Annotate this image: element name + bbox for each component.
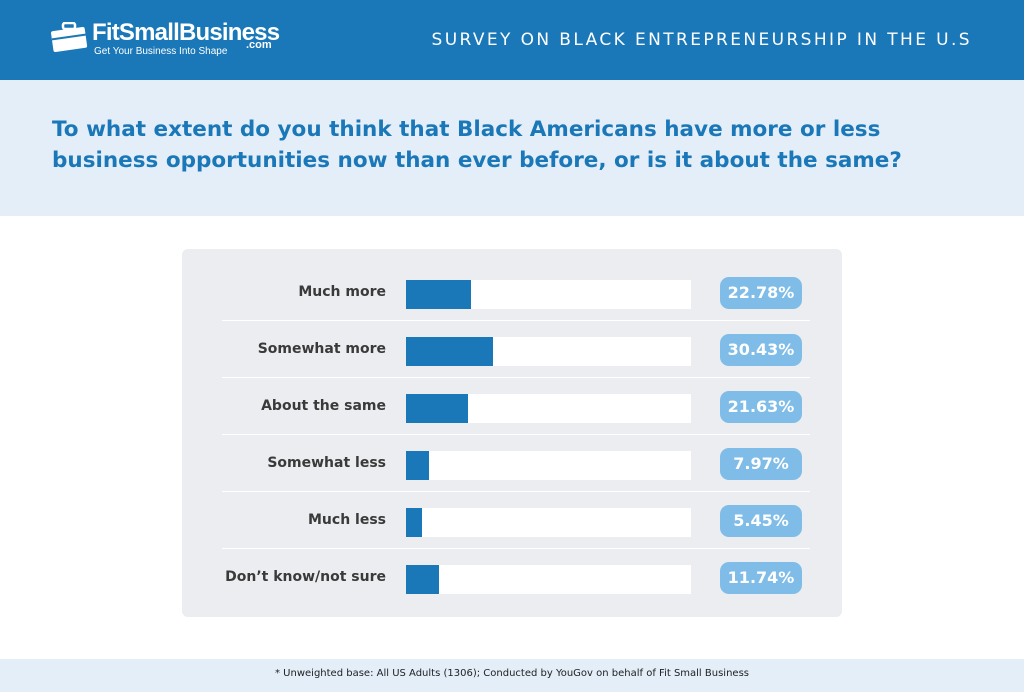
- footer-bar: * Unweighted base: All US Adults (1306);…: [0, 659, 1024, 692]
- value-label: 21.63%: [720, 391, 802, 423]
- bar-track: [406, 451, 691, 480]
- bar: [406, 565, 440, 594]
- category-label: Somewhat more: [257, 341, 386, 357]
- value-label: 11.74%: [720, 562, 802, 594]
- header-bar: FitSmallBusiness .com Get Your Business …: [0, 0, 1024, 80]
- bar-row: About the same 21.63%: [182, 378, 842, 435]
- bar: [406, 280, 471, 309]
- bar-track: [406, 337, 691, 366]
- category-label: About the same: [261, 398, 386, 414]
- bar-row: Somewhat more 30.43%: [182, 321, 842, 378]
- briefcase-icon: [50, 21, 88, 53]
- category-label: Somewhat less: [267, 455, 386, 471]
- row-divider: [222, 320, 810, 321]
- survey-question: To what extent do you think that Black A…: [52, 117, 902, 173]
- bar-row: Much more 22.78%: [182, 264, 842, 321]
- bar-row: Much less 5.45%: [182, 492, 842, 549]
- bar: [406, 508, 422, 537]
- category-label: Don’t know/not sure: [225, 569, 386, 585]
- category-label: Much more: [298, 284, 386, 300]
- bar-track: [406, 394, 691, 423]
- row-divider: [222, 491, 810, 492]
- value-label: 5.45%: [720, 505, 802, 537]
- footnote: * Unweighted base: All US Adults (1306);…: [275, 668, 749, 679]
- bar-track: [406, 280, 691, 309]
- category-label: Much less: [308, 512, 386, 528]
- brand-logo[interactable]: FitSmallBusiness .com Get Your Business …: [50, 18, 290, 62]
- bar-row: Don’t know/not sure 11.74%: [182, 549, 842, 606]
- survey-title: SURVEY ON BLACK ENTREPRENEURSHIP IN THE …: [431, 30, 972, 50]
- row-divider: [222, 548, 810, 549]
- brand-suffix: .com: [246, 39, 272, 51]
- bar-track: [406, 565, 691, 594]
- value-label: 30.43%: [720, 334, 802, 366]
- bar-track: [406, 508, 691, 537]
- row-divider: [222, 434, 810, 435]
- value-label: 7.97%: [720, 448, 802, 480]
- bar: [406, 394, 468, 423]
- value-label: 22.78%: [720, 277, 802, 309]
- row-divider: [222, 377, 810, 378]
- bar: [406, 337, 493, 366]
- question-band: To what extent do you think that Black A…: [0, 80, 1024, 216]
- brand-tagline: Get Your Business Into Shape: [94, 46, 228, 57]
- bar-row: Somewhat less 7.97%: [182, 435, 842, 492]
- chart-panel: Much more 22.78% Somewhat more 30.43% About …: [182, 249, 842, 617]
- brand-name: FitSmallBusiness: [92, 19, 280, 46]
- bar: [406, 451, 429, 480]
